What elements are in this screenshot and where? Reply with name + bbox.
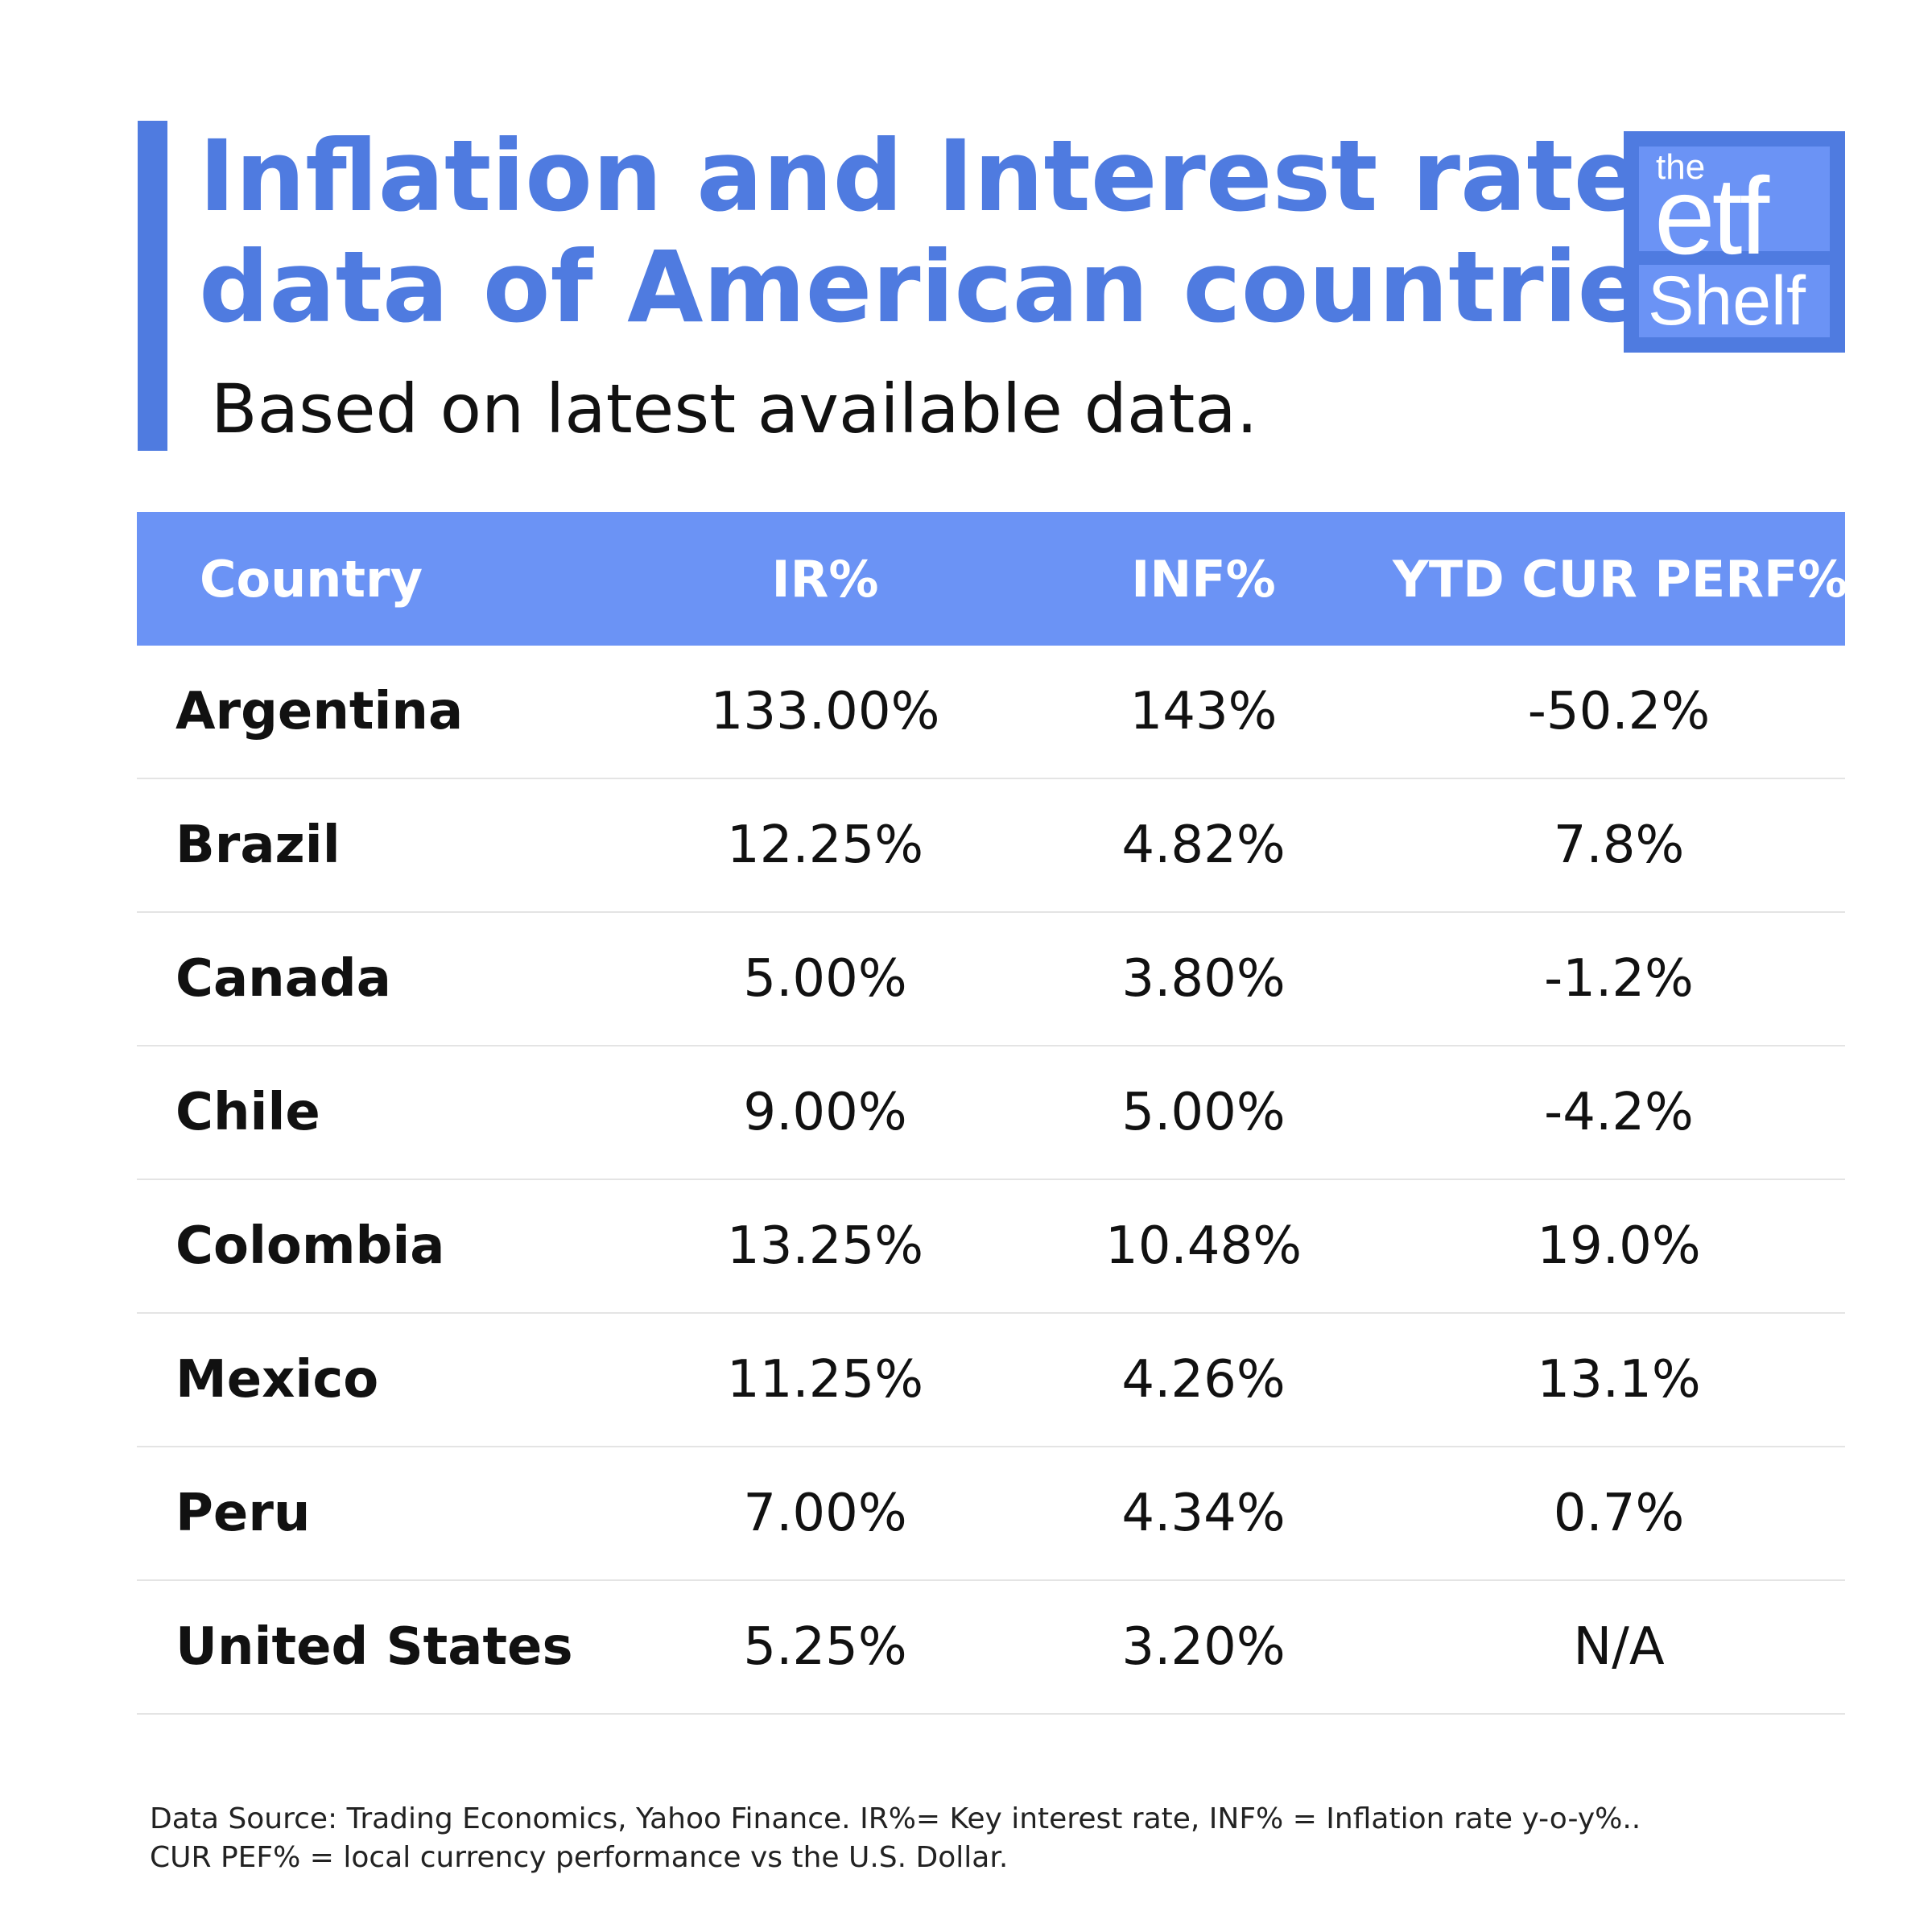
ytd-cur-perf-cell: 7.8% [1553, 815, 1685, 875]
ir-cell: 7.00% [743, 1484, 907, 1543]
ir-cell: 9.00% [743, 1083, 907, 1142]
column-header-ir: IR% [771, 549, 879, 609]
page-title: Inflation and Interest rate data of Amer… [199, 121, 1703, 343]
table-row: Peru 7.00% 4.34% 0.7% [137, 1447, 1845, 1581]
inf-cell: 5.00% [1121, 1083, 1286, 1142]
title-line-2: data of American countries [199, 230, 1703, 345]
inf-cell: 10.48% [1104, 1216, 1302, 1276]
etf-shelf-logo: the etf Shelf [1624, 131, 1845, 353]
country-cell: Canada [175, 949, 391, 1009]
logo-text-etf: etf [1654, 155, 1769, 277]
ytd-cur-perf-cell: 0.7% [1553, 1484, 1685, 1543]
inf-cell: 4.26% [1121, 1350, 1286, 1410]
inf-cell: 4.34% [1121, 1484, 1286, 1543]
inf-cell: 3.20% [1121, 1617, 1286, 1677]
ytd-cur-perf-cell: 13.1% [1537, 1350, 1701, 1410]
table-row: Mexico 11.25% 4.26% 13.1% [137, 1314, 1845, 1447]
ytd-cur-perf-cell: -1.2% [1544, 949, 1694, 1009]
logo-text-shelf: Shelf [1648, 262, 1806, 340]
country-cell: Mexico [175, 1350, 379, 1410]
country-cell: Brazil [175, 815, 341, 875]
ir-cell: 133.00% [710, 682, 940, 741]
logo-text-the: the [1656, 147, 1706, 187]
country-cell: Chile [175, 1083, 320, 1142]
ir-cell: 11.25% [726, 1350, 924, 1410]
column-header-inf: INF% [1131, 549, 1276, 609]
table-row: United States 5.25% 3.20% N/A [137, 1581, 1845, 1715]
table-row: Brazil 12.25% 4.82% 7.8% [137, 779, 1845, 913]
inf-cell: 143% [1129, 682, 1278, 741]
data-source-footnote: Data Source: Trading Economics, Yahoo Fi… [150, 1800, 1840, 1877]
country-cell: United States [175, 1617, 573, 1677]
table-row: Argentina 133.00% 143% -50.2% [137, 646, 1845, 779]
ir-cell: 13.25% [726, 1216, 924, 1276]
title-line-1: Inflation and Interest rate [199, 119, 1641, 233]
page-subtitle: Based on latest available data. [211, 369, 1258, 448]
table-header: Country IR% INF% YTD CUR PERF% [137, 512, 1848, 646]
ytd-cur-perf-cell: N/A [1573, 1617, 1665, 1677]
ir-cell: 5.00% [743, 949, 907, 1009]
footnote-line-1: Data Source: Trading Economics, Yahoo Fi… [150, 1802, 1641, 1835]
ytd-cur-perf-cell: -4.2% [1544, 1083, 1694, 1142]
inf-cell: 4.82% [1121, 815, 1286, 875]
table-row: Canada 5.00% 3.80% -1.2% [137, 913, 1845, 1046]
ir-cell: 12.25% [726, 815, 924, 875]
logo-top-panel [1639, 147, 1830, 251]
column-header-ytd-cur-perf: YTD CUR PERF% [1393, 549, 1848, 609]
country-cell: Peru [175, 1484, 311, 1543]
title-accent-bar [138, 121, 167, 451]
column-header-country: Country [200, 549, 423, 609]
ytd-cur-perf-cell: 19.0% [1537, 1216, 1701, 1276]
rates-table: Country IR% INF% YTD CUR PERF% Argentina… [137, 512, 1848, 1715]
logo-bottom-panel [1639, 265, 1830, 337]
ir-cell: 5.25% [743, 1617, 907, 1677]
table-row: Colombia 13.25% 10.48% 19.0% [137, 1180, 1845, 1314]
inf-cell: 3.80% [1121, 949, 1286, 1009]
country-cell: Colombia [175, 1216, 445, 1276]
country-cell: Argentina [175, 682, 464, 741]
ytd-cur-perf-cell: -50.2% [1527, 682, 1711, 741]
footnote-line-2: CUR PEF% = local currency performance vs… [150, 1841, 1009, 1874]
table-body: Argentina 133.00% 143% -50.2% Brazil 12.25% 4.… [137, 646, 1845, 1715]
table-row: Chile 9.00% 5.00% -4.2% [137, 1046, 1845, 1180]
